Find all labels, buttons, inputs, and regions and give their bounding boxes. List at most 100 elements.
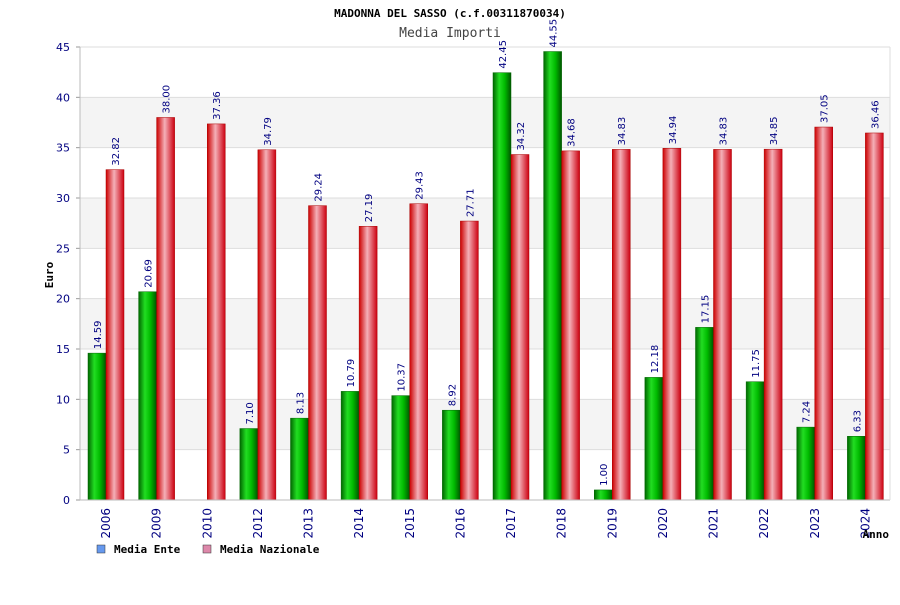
data-label-media-nazionale-2010: 37.36 — [212, 91, 223, 120]
y-tick-label: 25 — [56, 242, 70, 255]
data-label-media-nazionale-2018: 34.68 — [567, 118, 578, 147]
bar-media-ente-2017 — [492, 72, 512, 501]
bar-media-ente-2018 — [543, 51, 562, 501]
y-tick-label: 40 — [56, 91, 70, 104]
data-label-media-nazionale-2019: 34.83 — [617, 117, 628, 146]
bar-media-nazionale-2006 — [105, 169, 125, 501]
bar-media-nazionale-2015 — [409, 203, 428, 501]
data-label-media-nazionale-2020: 34.94 — [668, 116, 679, 145]
data-label-media-ente-2024: 6.33 — [852, 410, 863, 432]
bar-media-ente-2020 — [644, 377, 664, 501]
x-tick-label-2022: 2022 — [757, 508, 771, 539]
data-label-media-nazionale-2006: 32.82 — [111, 137, 122, 166]
x-axis-ticks: 2006 2009 2010 2012 2013 2014 2015 2016 2017 2018… — [99, 508, 872, 539]
x-tick-label-2024: 2024 — [858, 508, 872, 539]
x-tick-label-2023: 2023 — [808, 508, 822, 539]
bar-media-nazionale-2023 — [814, 126, 833, 501]
bar-media-nazionale-2021 — [713, 149, 732, 501]
y-axis-ticks: 0 5 10 15 20 25 30 35 40 45 — [56, 41, 70, 507]
data-label-media-ente-2015: 10.37 — [397, 363, 408, 392]
bar-media-ente-2014 — [340, 391, 360, 501]
bar-media-nazionale-2017 — [510, 154, 530, 501]
data-label-media-ente-2022: 11.75 — [751, 349, 762, 378]
bar-media-nazionale-2019 — [612, 149, 631, 501]
legend-swatch-media-nazionale — [202, 544, 212, 554]
bar-media-nazionale-2014 — [358, 226, 378, 501]
x-tick-label-2018: 2018 — [555, 508, 569, 539]
data-label-media-ente-2014: 10.79 — [346, 359, 357, 388]
bars — [87, 51, 884, 501]
bar-media-nazionale-2013 — [308, 205, 327, 501]
data-label-media-nazionale-2022: 34.85 — [769, 117, 780, 146]
x-axis-label: Anno — [863, 528, 890, 541]
x-tick-label-2015: 2015 — [403, 508, 417, 539]
data-label-media-ente-2009: 20.69 — [144, 259, 155, 288]
bar-media-ente-2013 — [290, 417, 309, 501]
bar-media-nazionale-2022 — [763, 148, 783, 501]
data-label-media-nazionale-2012: 34.79 — [263, 117, 274, 146]
x-tick-label-2010: 2010 — [200, 508, 214, 539]
bar-media-ente-2021 — [695, 327, 714, 501]
y-tick-label: 15 — [56, 343, 70, 356]
bar-media-nazionale-2010 — [207, 123, 226, 501]
x-tick-label-2017: 2017 — [504, 508, 518, 539]
bar-media-nazionale-2012 — [257, 149, 277, 501]
bar-media-ente-2012 — [239, 428, 259, 501]
x-tick-label-2019: 2019 — [605, 508, 619, 539]
x-tick-label-2009: 2009 — [150, 508, 164, 539]
data-label-media-ente-2020: 12.18 — [650, 345, 661, 374]
y-tick-label: 20 — [56, 293, 70, 306]
data-label-media-nazionale-2009: 38.00 — [162, 85, 173, 114]
legend-label-media-ente: Media Ente — [114, 543, 181, 556]
data-label-media-ente-2012: 7.10 — [245, 402, 256, 424]
chart-subtitle: Media Importi — [399, 26, 501, 41]
y-axis-label: Euro — [43, 261, 56, 288]
x-tick-label-2014: 2014 — [352, 508, 366, 539]
y-tick-label: 10 — [56, 393, 70, 406]
bar-media-nazionale-2009 — [156, 117, 175, 501]
legend-swatch-media-ente — [96, 544, 106, 554]
data-label-media-ente-2017: 42.45 — [498, 40, 509, 69]
bar-media-ente-2009 — [138, 291, 157, 501]
legend: Media Ente Media Nazionale — [96, 543, 320, 556]
data-label-media-nazionale-2017: 34.32 — [516, 122, 527, 151]
bar-media-nazionale-2016 — [460, 220, 479, 501]
data-label-media-nazionale-2014: 27.19 — [364, 194, 375, 223]
data-label-media-ente-2021: 17.15 — [701, 295, 712, 324]
legend-label-media-nazionale: Media Nazionale — [220, 543, 320, 556]
data-label-media-ente-2018: 44.55 — [549, 19, 560, 48]
chart-title: MADONNA DEL SASSO (c.f.00311870034) — [334, 7, 566, 20]
x-tick-label-2016: 2016 — [453, 508, 467, 539]
x-tick-label-2020: 2020 — [656, 508, 670, 539]
data-label-media-nazionale-2024: 36.46 — [870, 100, 881, 129]
data-labels: 14.59 32.82 20.69 38.00 37.36 7.10 34.79 8.13 29… — [93, 19, 881, 486]
bar-media-ente-2023 — [796, 426, 815, 501]
x-tick-label-2006: 2006 — [99, 508, 113, 539]
y-tick-label: 30 — [56, 192, 70, 205]
data-label-media-ente-2016: 8.92 — [447, 384, 458, 406]
bar-media-ente-2024 — [847, 436, 866, 501]
x-tick-label-2013: 2013 — [302, 508, 316, 539]
bar-media-ente-2022 — [745, 381, 765, 501]
data-label-media-nazionale-2016: 27.71 — [465, 188, 476, 217]
y-tick-label: 5 — [63, 444, 70, 457]
y-tick-label: 0 — [63, 494, 70, 507]
data-label-media-nazionale-2023: 37.05 — [820, 94, 831, 123]
data-label-media-nazionale-2015: 29.43 — [415, 171, 426, 200]
data-label-media-ente-2023: 7.24 — [802, 401, 813, 423]
bar-media-nazionale-2020 — [662, 148, 682, 501]
data-label-media-ente-2013: 8.13 — [296, 392, 307, 414]
bar-media-ente-2019 — [594, 489, 613, 501]
bar-media-nazionale-2018 — [561, 150, 580, 501]
data-label-media-ente-2019: 1.00 — [599, 464, 610, 486]
data-label-media-nazionale-2021: 34.83 — [719, 117, 730, 146]
data-label-media-nazionale-2013: 29.24 — [314, 173, 325, 202]
x-tick-label-2021: 2021 — [707, 508, 721, 539]
y-tick-label: 45 — [56, 41, 70, 54]
data-label-media-ente-2006: 14.59 — [93, 320, 104, 349]
bar-media-nazionale-2024 — [865, 132, 884, 501]
bar-media-ente-2015 — [391, 395, 410, 501]
x-tick-label-2012: 2012 — [251, 508, 265, 539]
